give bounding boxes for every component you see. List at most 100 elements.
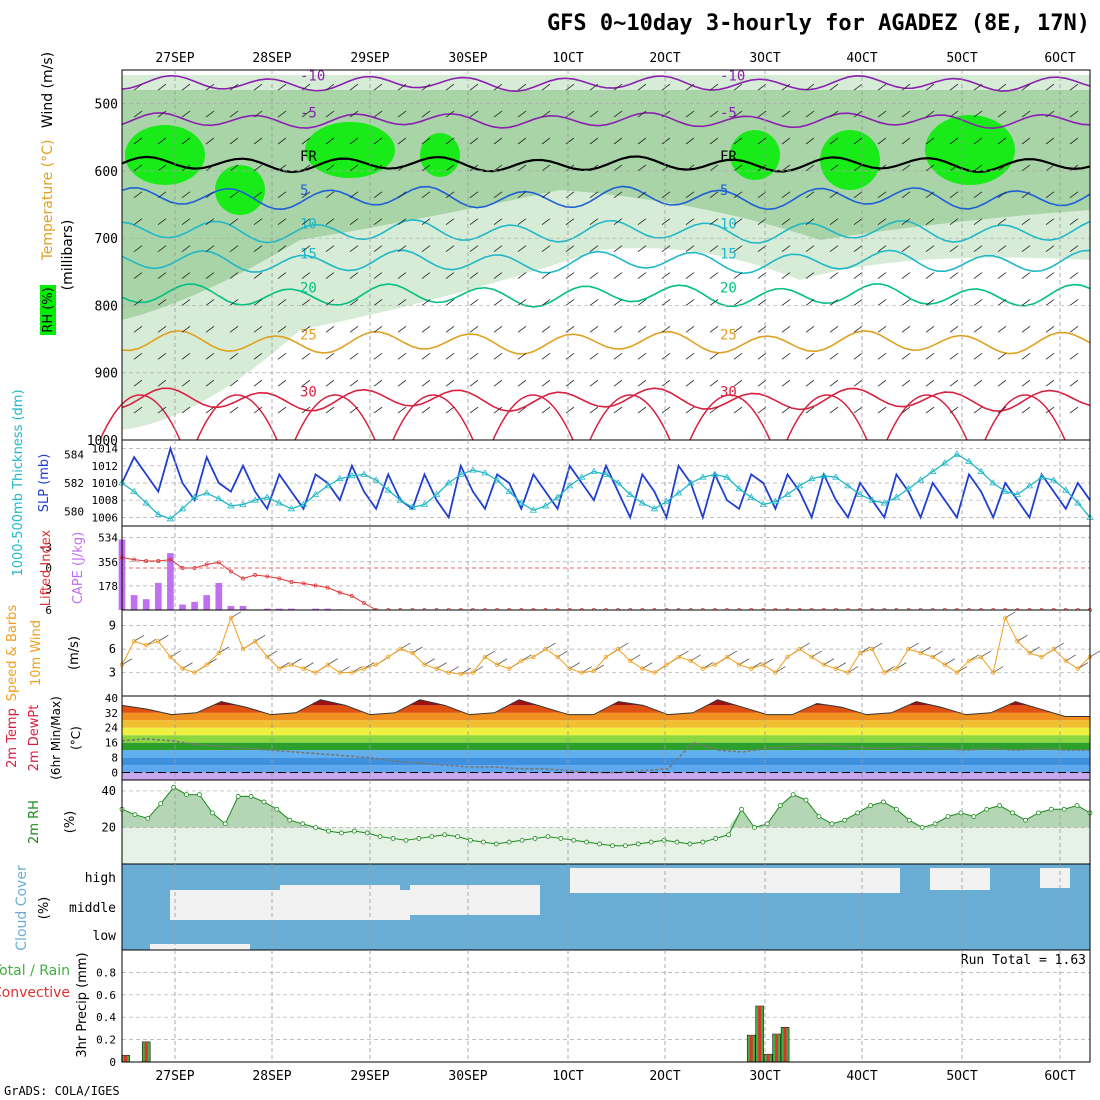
wind-speed-point — [749, 666, 754, 671]
wind-barb — [349, 352, 359, 360]
wind-speed-point — [289, 662, 294, 667]
isotherm-label: -10 — [720, 68, 745, 84]
wind-barb — [829, 218, 839, 226]
wind-speed-point — [228, 615, 234, 621]
wind-barb — [637, 245, 647, 252]
wind-barb — [781, 191, 791, 199]
rh-fill-base — [122, 827, 1090, 864]
chart-title: GFS 0~10day 3-hourly for AGADEZ (8E, 17N… — [547, 11, 1090, 36]
wind-barb — [973, 191, 983, 199]
rh2m-point — [1035, 810, 1041, 816]
wind-barb — [997, 406, 1007, 414]
wind-speed-point — [265, 654, 270, 660]
thickness-point — [989, 479, 997, 486]
lifted-index-point — [241, 576, 245, 581]
wind-barb — [493, 110, 503, 118]
wind-barb — [949, 352, 959, 360]
wind-barb — [949, 326, 959, 333]
temp-band — [122, 757, 1090, 766]
wind-barb — [949, 191, 959, 199]
thickness-point — [771, 497, 780, 505]
rh2m-point — [248, 794, 254, 799]
thickness-point — [747, 493, 755, 500]
wind-barb — [517, 272, 527, 279]
wind-barb — [781, 379, 791, 387]
temp-band — [122, 742, 1090, 751]
wind-barb — [445, 406, 455, 414]
date-label-top: 2OCT — [649, 51, 680, 66]
wind-barb — [229, 245, 239, 252]
wind-barb — [757, 352, 767, 360]
thickness-point — [287, 505, 296, 512]
lifted-index-point — [362, 601, 366, 605]
wind-barb — [469, 137, 479, 145]
wind-barb — [685, 379, 695, 387]
wind-barb — [301, 137, 311, 145]
wind-speed-point — [700, 666, 705, 671]
wind-barb — [1045, 137, 1055, 145]
wind-barb — [1045, 218, 1055, 226]
wind-barb — [373, 83, 383, 91]
wind-barb — [1021, 245, 1031, 252]
thickness-point — [783, 490, 792, 497]
wind-speed-point — [156, 639, 161, 644]
wind-barb — [829, 326, 839, 333]
wind-barb — [325, 164, 335, 172]
rh2m-point — [351, 828, 357, 834]
wind-barb — [493, 137, 503, 145]
wind-barb — [877, 83, 887, 91]
rh2m-point — [132, 812, 138, 818]
rh2m-point — [790, 792, 796, 798]
temp-band — [122, 735, 1090, 743]
wind-barb — [973, 245, 983, 252]
wind-barb — [445, 245, 455, 252]
wind-barb — [325, 137, 335, 145]
wind-speed-point — [833, 666, 839, 671]
rh2m-point — [197, 792, 202, 798]
wind-barb — [805, 272, 815, 279]
ylabel-slp: SLP (mb) — [37, 454, 52, 513]
wind-speed-point — [131, 639, 137, 644]
wind-barb — [541, 83, 551, 91]
thickness-point — [130, 487, 138, 494]
thickness-point — [1049, 476, 1058, 483]
wind-barb — [301, 110, 311, 118]
wind-barb — [133, 191, 143, 199]
wind-barb — [373, 191, 383, 199]
ylabel-cape: CAPE (J/kg) — [71, 532, 86, 604]
wind-barb — [925, 218, 935, 226]
wind-barb — [1045, 245, 1055, 252]
wind-speed-point — [603, 654, 609, 660]
isotherm-label: 10 — [300, 216, 317, 232]
wind-barb — [805, 164, 815, 172]
rh2m-point — [700, 839, 706, 845]
wind-speed-point — [809, 654, 814, 660]
wind-barb — [157, 379, 167, 387]
rh2m-point — [674, 839, 680, 845]
wind-barb — [541, 272, 551, 279]
wind-barb — [349, 83, 359, 91]
precip-tick: 0.6 — [96, 989, 116, 1002]
thickness-point — [360, 470, 368, 477]
wind-barb — [901, 245, 911, 252]
wind-barb — [829, 110, 839, 118]
date-label-top: 3OCT — [749, 51, 780, 66]
date-label-bottom: 2OCT — [649, 1069, 680, 1084]
wind-barb — [517, 245, 527, 252]
wind-barb — [301, 379, 311, 387]
ylabel-lifted-index: Lifted Index — [39, 529, 54, 606]
wind-barb — [1045, 406, 1055, 414]
wind-barb — [757, 137, 767, 145]
thickness-point — [880, 499, 889, 506]
wind-barb — [589, 379, 599, 387]
wind-barb — [709, 299, 719, 306]
precip-frame — [121, 949, 1091, 1063]
thickness-point — [1013, 490, 1022, 497]
wind-barb — [829, 379, 839, 387]
wind-barb — [1069, 245, 1079, 252]
wind-barb — [517, 83, 527, 91]
thickness-point — [215, 494, 223, 502]
isotherm-label: 10 — [720, 216, 737, 232]
wind-speed-line — [121, 616, 1091, 675]
temp-band — [122, 727, 1090, 736]
